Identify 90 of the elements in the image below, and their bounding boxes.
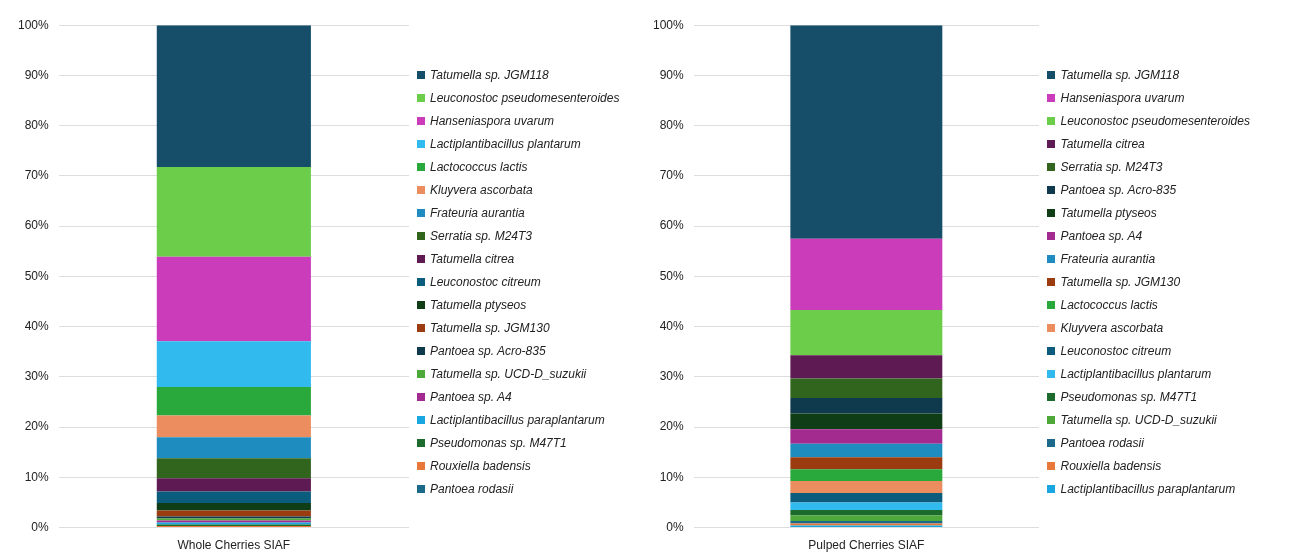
y-tick-label: 20%: [660, 419, 685, 434]
bar: [790, 443, 943, 458]
bar: [156, 166, 311, 257]
legend-label: Lactiplantibacillus plantarum: [1060, 367, 1212, 381]
legend-label: Hanseniaspora uvarum: [1060, 91, 1185, 105]
bar: [790, 413, 943, 430]
legend-label: Lactiplantibacillus paraplantarum: [430, 413, 605, 427]
bar: [790, 492, 943, 503]
y-tick-label: 50%: [24, 268, 50, 283]
legend-label: Frateuria aurantia: [430, 206, 525, 220]
bar: [156, 25, 311, 167]
y-tick-label: 90%: [660, 67, 685, 82]
bar: [790, 502, 943, 511]
legend-label: Lactiplantibacillus paraplantarum: [1060, 482, 1236, 496]
legend-label: Lactococcus lactis: [430, 160, 528, 174]
bar: [156, 256, 311, 342]
bar: [156, 510, 311, 517]
bar: [790, 457, 943, 470]
legend-label: Leuconostoc pseudomesenteroides: [1060, 114, 1250, 128]
bar: [790, 469, 943, 481]
bar: [790, 238, 943, 311]
y-tick-label: 40%: [24, 318, 50, 333]
y-tick-label: 90%: [24, 67, 50, 82]
bar: [156, 478, 311, 492]
bar: [790, 510, 943, 516]
legend-label: Tatumella ptyseos: [1060, 206, 1157, 220]
legend-label: Tatumella sp. UCD-D_suzukii: [1060, 413, 1217, 427]
y-tick-label: 50%: [660, 268, 685, 283]
legend-label: Rouxiella badensis: [430, 459, 531, 473]
y-tick-label: 100%: [653, 17, 685, 32]
legend-label: Pantoea sp. A4: [430, 390, 512, 404]
legend-label: Serratia sp. M24T3: [1060, 160, 1163, 174]
legend-label: Tatumella sp. JGM118: [430, 68, 549, 82]
bar: [790, 25, 943, 239]
bar: [156, 491, 311, 503]
legend-label: Rouxiella badensis: [1060, 459, 1162, 473]
bar: [790, 515, 943, 522]
legend-label: Kluyvera ascorbata: [1060, 321, 1164, 335]
legend-label: Pseudomonas sp. M47T1: [1060, 390, 1198, 404]
legend-label: Pseudomonas sp. M47T1: [430, 436, 567, 450]
legend-label: Hanseniaspora uvarum: [430, 114, 555, 128]
y-tick-label: 10%: [660, 469, 685, 484]
y-tick-label: 70%: [660, 168, 685, 183]
legend-label: Tatumella sp. UCD-D_suzukii: [430, 367, 587, 381]
legend-label: Tatumella sp. JGM130: [430, 321, 550, 335]
bar: [790, 397, 943, 414]
legend-label: Leuconostoc pseudomesenteroides: [430, 91, 620, 105]
bar: [156, 386, 311, 416]
legend-label: Pantoea sp. A4: [1060, 229, 1143, 243]
legend-label: Pantoea rodasii: [1060, 436, 1144, 450]
y-tick-label: 60%: [660, 218, 685, 233]
bar: [156, 415, 311, 438]
y-tick-label: 70%: [24, 168, 50, 183]
y-tick-label: 100%: [17, 17, 50, 32]
legend-label: Tatumella sp. JGM118: [1060, 68, 1180, 82]
y-tick-label: 80%: [24, 117, 50, 132]
y-tick-label: 0%: [31, 519, 50, 534]
y-tick-label: 10%: [24, 469, 50, 484]
x-tick-label: Pulped Cherries SIAF: [808, 538, 925, 553]
legend-label: Tatumella ptyseos: [430, 298, 527, 312]
legend-label: Serratia sp. M24T3: [430, 229, 533, 243]
y-tick-label: 30%: [660, 369, 685, 384]
bar: [790, 378, 943, 398]
bar: [790, 355, 943, 379]
bar: [156, 458, 311, 479]
legend-label: Leuconostoc citreum: [430, 275, 541, 289]
y-tick-label: 0%: [666, 519, 685, 534]
bar: [790, 429, 943, 444]
legend-label: Lactococcus lactis: [1060, 298, 1158, 312]
bar: [156, 502, 311, 511]
legend-label: Pantoea rodasii: [430, 482, 514, 496]
bar: [156, 437, 311, 459]
legend-label: Pantoea sp. Acro-835: [1060, 183, 1177, 197]
bar: [156, 341, 311, 387]
y-tick-label: 30%: [24, 369, 50, 384]
legend-label: Kluyvera ascorbata: [430, 183, 533, 197]
legend-label: Frateuria aurantia: [1060, 252, 1156, 266]
legend-label: Tatumella sp. JGM130: [1060, 275, 1181, 289]
legend-label: Pantoea sp. Acro-835: [430, 344, 546, 358]
y-tick-label: 80%: [660, 117, 685, 132]
y-tick-label: 40%: [660, 318, 685, 333]
bar: [790, 480, 943, 493]
x-tick-label: Whole Cherries SIAF: [177, 538, 291, 553]
y-tick-label: 20%: [24, 419, 50, 434]
legend-label: Tatumella citrea: [1060, 137, 1145, 151]
legend-label: Tatumella citrea: [430, 252, 515, 266]
y-tick-label: 60%: [24, 218, 50, 233]
legend-label: Lactiplantibacillus plantarum: [430, 137, 581, 151]
legend-label: Leuconostoc citreum: [1060, 344, 1172, 358]
bar: [790, 310, 943, 356]
